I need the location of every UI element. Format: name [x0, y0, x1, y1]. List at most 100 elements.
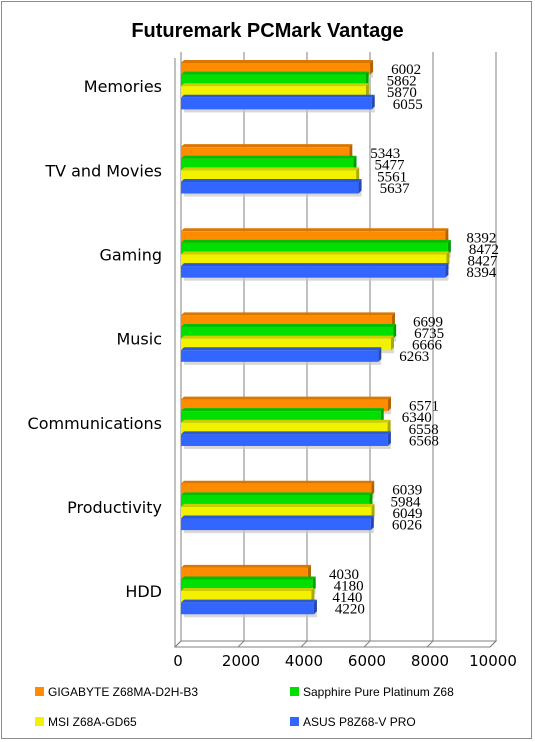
category-label: Music: [116, 330, 162, 349]
bar: [181, 74, 366, 87]
bar-end: [446, 251, 450, 267]
legend-label: Sapphire Pure Platinum Z68: [303, 685, 454, 699]
bar: [181, 518, 371, 531]
data-label: 4220: [335, 602, 365, 618]
bar: [181, 266, 446, 278]
bar: [181, 231, 446, 243]
bar-top: [181, 431, 391, 435]
bar-top: [181, 576, 316, 580]
bar-end: [353, 155, 357, 171]
data-label: 6340: [402, 410, 432, 426]
bar: [181, 350, 379, 362]
bar-top: [181, 60, 374, 63]
x-tick-label: 0: [173, 652, 183, 670]
bar-end: [371, 480, 375, 496]
legend-label: GIGABYTE Z68MA-D2H-B3: [48, 685, 198, 699]
bar: [181, 170, 357, 182]
category-label: Gaming: [99, 245, 162, 264]
bar-end: [365, 71, 369, 87]
x-tick-label: 8000: [411, 652, 449, 670]
bar: [181, 422, 388, 435]
legend-label: ASUS P8Z68-V PRO: [303, 715, 416, 729]
legend-swatch: [290, 717, 299, 726]
bar: [181, 602, 314, 615]
data-label: 6039: [392, 483, 422, 499]
data-label: 5343: [370, 146, 400, 162]
gridline-depth: [237, 640, 245, 648]
bar-top: [181, 312, 396, 316]
bar: [181, 434, 388, 446]
data-label: 4140: [332, 590, 362, 606]
bar-top: [181, 94, 375, 98]
bar-top: [181, 347, 382, 351]
bar-end: [370, 60, 374, 75]
data-label: 8392: [466, 230, 496, 246]
data-label: 8394: [466, 265, 497, 281]
bar-end: [371, 503, 375, 519]
legend-label: MSI Z68A-GD65: [48, 715, 137, 729]
bar-end: [392, 312, 396, 328]
bar-end: [369, 492, 373, 507]
bar: [181, 495, 370, 507]
data-label: 6735: [414, 326, 444, 342]
plot-floor: [173, 640, 498, 648]
bar: [181, 242, 448, 255]
bar-end: [447, 239, 451, 255]
data-label: 6568: [409, 433, 439, 449]
bar-top: [181, 419, 391, 423]
data-label: 6666: [412, 338, 443, 354]
bar: [181, 579, 313, 592]
bar-top: [181, 324, 397, 328]
bar: [181, 399, 388, 412]
data-label: 6263: [399, 349, 429, 365]
gridline-depth: [363, 640, 371, 648]
data-label: 5984: [390, 494, 421, 510]
gridline-depth: [174, 640, 182, 648]
data-label: 5561: [377, 169, 407, 185]
bar-top: [181, 396, 391, 400]
bar-top: [181, 263, 449, 267]
data-label: 6049: [393, 506, 423, 522]
data-label: 8427: [467, 253, 498, 269]
data-label: 5477: [375, 158, 406, 174]
bar-end: [387, 396, 391, 412]
gridline-depth: [300, 640, 308, 648]
bar-top: [181, 167, 360, 171]
bar-top: [181, 144, 353, 148]
bar-top: [181, 588, 315, 592]
legend-swatch: [35, 717, 44, 726]
bar-top: [181, 239, 451, 243]
bar-end: [445, 263, 449, 278]
bar: [181, 86, 366, 98]
bar-top: [181, 155, 357, 159]
data-label: 5862: [387, 74, 417, 90]
bar-end: [387, 431, 391, 446]
bar-end: [349, 144, 353, 159]
category-label: Memories: [84, 77, 162, 96]
data-label: 6055: [393, 97, 423, 113]
data-label: 5637: [380, 181, 411, 197]
category-label: Productivity: [67, 498, 162, 517]
bar-top: [181, 71, 369, 75]
x-tick-label: 4000: [285, 652, 323, 670]
category-label: Communications: [28, 414, 162, 433]
bar-top: [181, 515, 374, 519]
category-label: TV and Movies: [44, 161, 162, 180]
data-label: 6002: [391, 62, 421, 78]
bar: [181, 254, 447, 267]
bar-end: [387, 419, 391, 435]
bar: [181, 97, 372, 110]
bar: [181, 315, 393, 328]
data-label: 6026: [392, 518, 423, 534]
bar-top: [181, 492, 373, 496]
data-label: 6571: [409, 399, 439, 415]
bar: [181, 327, 394, 339]
bar-end: [390, 335, 394, 351]
bar-end: [312, 576, 316, 592]
bar-end: [380, 408, 384, 423]
data-label: 4030: [329, 567, 359, 583]
bar-end: [378, 347, 382, 362]
bar-end: [393, 324, 397, 339]
bar-top: [181, 408, 384, 412]
